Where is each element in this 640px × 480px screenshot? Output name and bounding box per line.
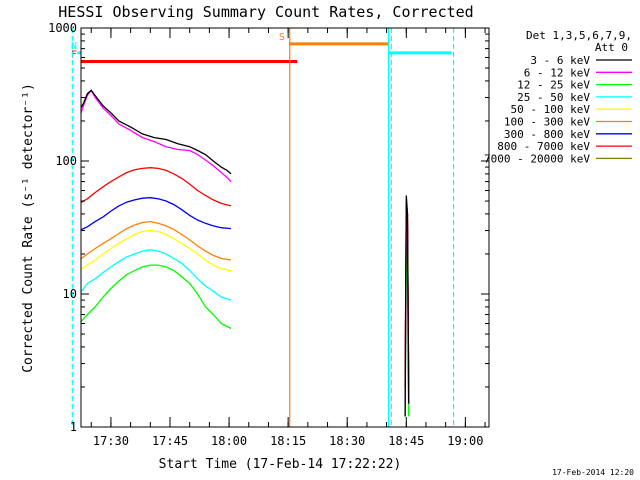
vertical-markers — [71, 28, 455, 427]
series-line — [81, 264, 232, 330]
series-line — [81, 249, 232, 301]
legend-label: 100 - 300 keV — [504, 116, 590, 129]
legend-label: 50 - 100 keV — [511, 103, 591, 116]
x-tick-label: 17:45 — [152, 434, 188, 448]
legend-label: 300 - 800 keV — [504, 128, 590, 141]
series-line — [81, 229, 232, 272]
flag-bars: FN S — [71, 32, 452, 63]
series-line — [404, 195, 410, 417]
y-axis: 1 10 100 1000 — [48, 21, 489, 434]
x-tick-label: 17:30 — [93, 434, 129, 448]
x-tick-label: 18:30 — [329, 434, 365, 448]
y-tick-label: 1 — [70, 420, 77, 434]
x-tick-label: 18:45 — [388, 434, 424, 448]
chart-title: HESSI Observing Summary Count Rates, Cor… — [58, 3, 473, 21]
x-axis-label: Start Time (17-Feb-14 17:22:22) — [159, 457, 402, 472]
plot-frame — [80, 27, 490, 428]
series-line — [81, 89, 232, 175]
legend-label: 7000 - 20000 keV — [484, 152, 590, 165]
series-line — [81, 197, 232, 231]
x-tick-label: 19:00 — [447, 434, 483, 448]
flag-label: S — [279, 32, 285, 43]
flag-label: F — [71, 49, 77, 60]
x-tick-label: 18:15 — [270, 434, 306, 448]
series-line — [81, 89, 232, 183]
legend-label: 3 - 6 keV — [530, 54, 590, 67]
legend-label: 25 - 50 keV — [517, 91, 590, 104]
y-tick-label: 100 — [55, 154, 77, 168]
series-line — [81, 220, 232, 261]
y-axis-label: Corrected Count Rate (s⁻¹ detector⁻¹) — [21, 83, 36, 373]
legend-label: 12 - 25 keV — [517, 79, 590, 92]
x-tick-label: 18:00 — [211, 434, 247, 448]
y-tick-label: 10 — [63, 287, 77, 301]
legend-label: 800 - 7000 keV — [497, 140, 590, 153]
legend-label: 6 - 12 keV — [524, 66, 591, 79]
y-tick-label: 1000 — [48, 21, 77, 35]
flag-label: N — [71, 41, 77, 52]
series-line — [81, 167, 232, 207]
x-axis: 17:30 17:45 18:00 18:15 18:30 18:45 19:00 — [90, 28, 486, 448]
date-stamp: 17-Feb-2014 12:20 — [552, 468, 634, 477]
legend-header-attenuator: Att 0 — [595, 41, 628, 54]
series-lines — [81, 89, 410, 417]
legend-header-detectors: Det 1,3,5,6,7,9, — [526, 29, 632, 42]
